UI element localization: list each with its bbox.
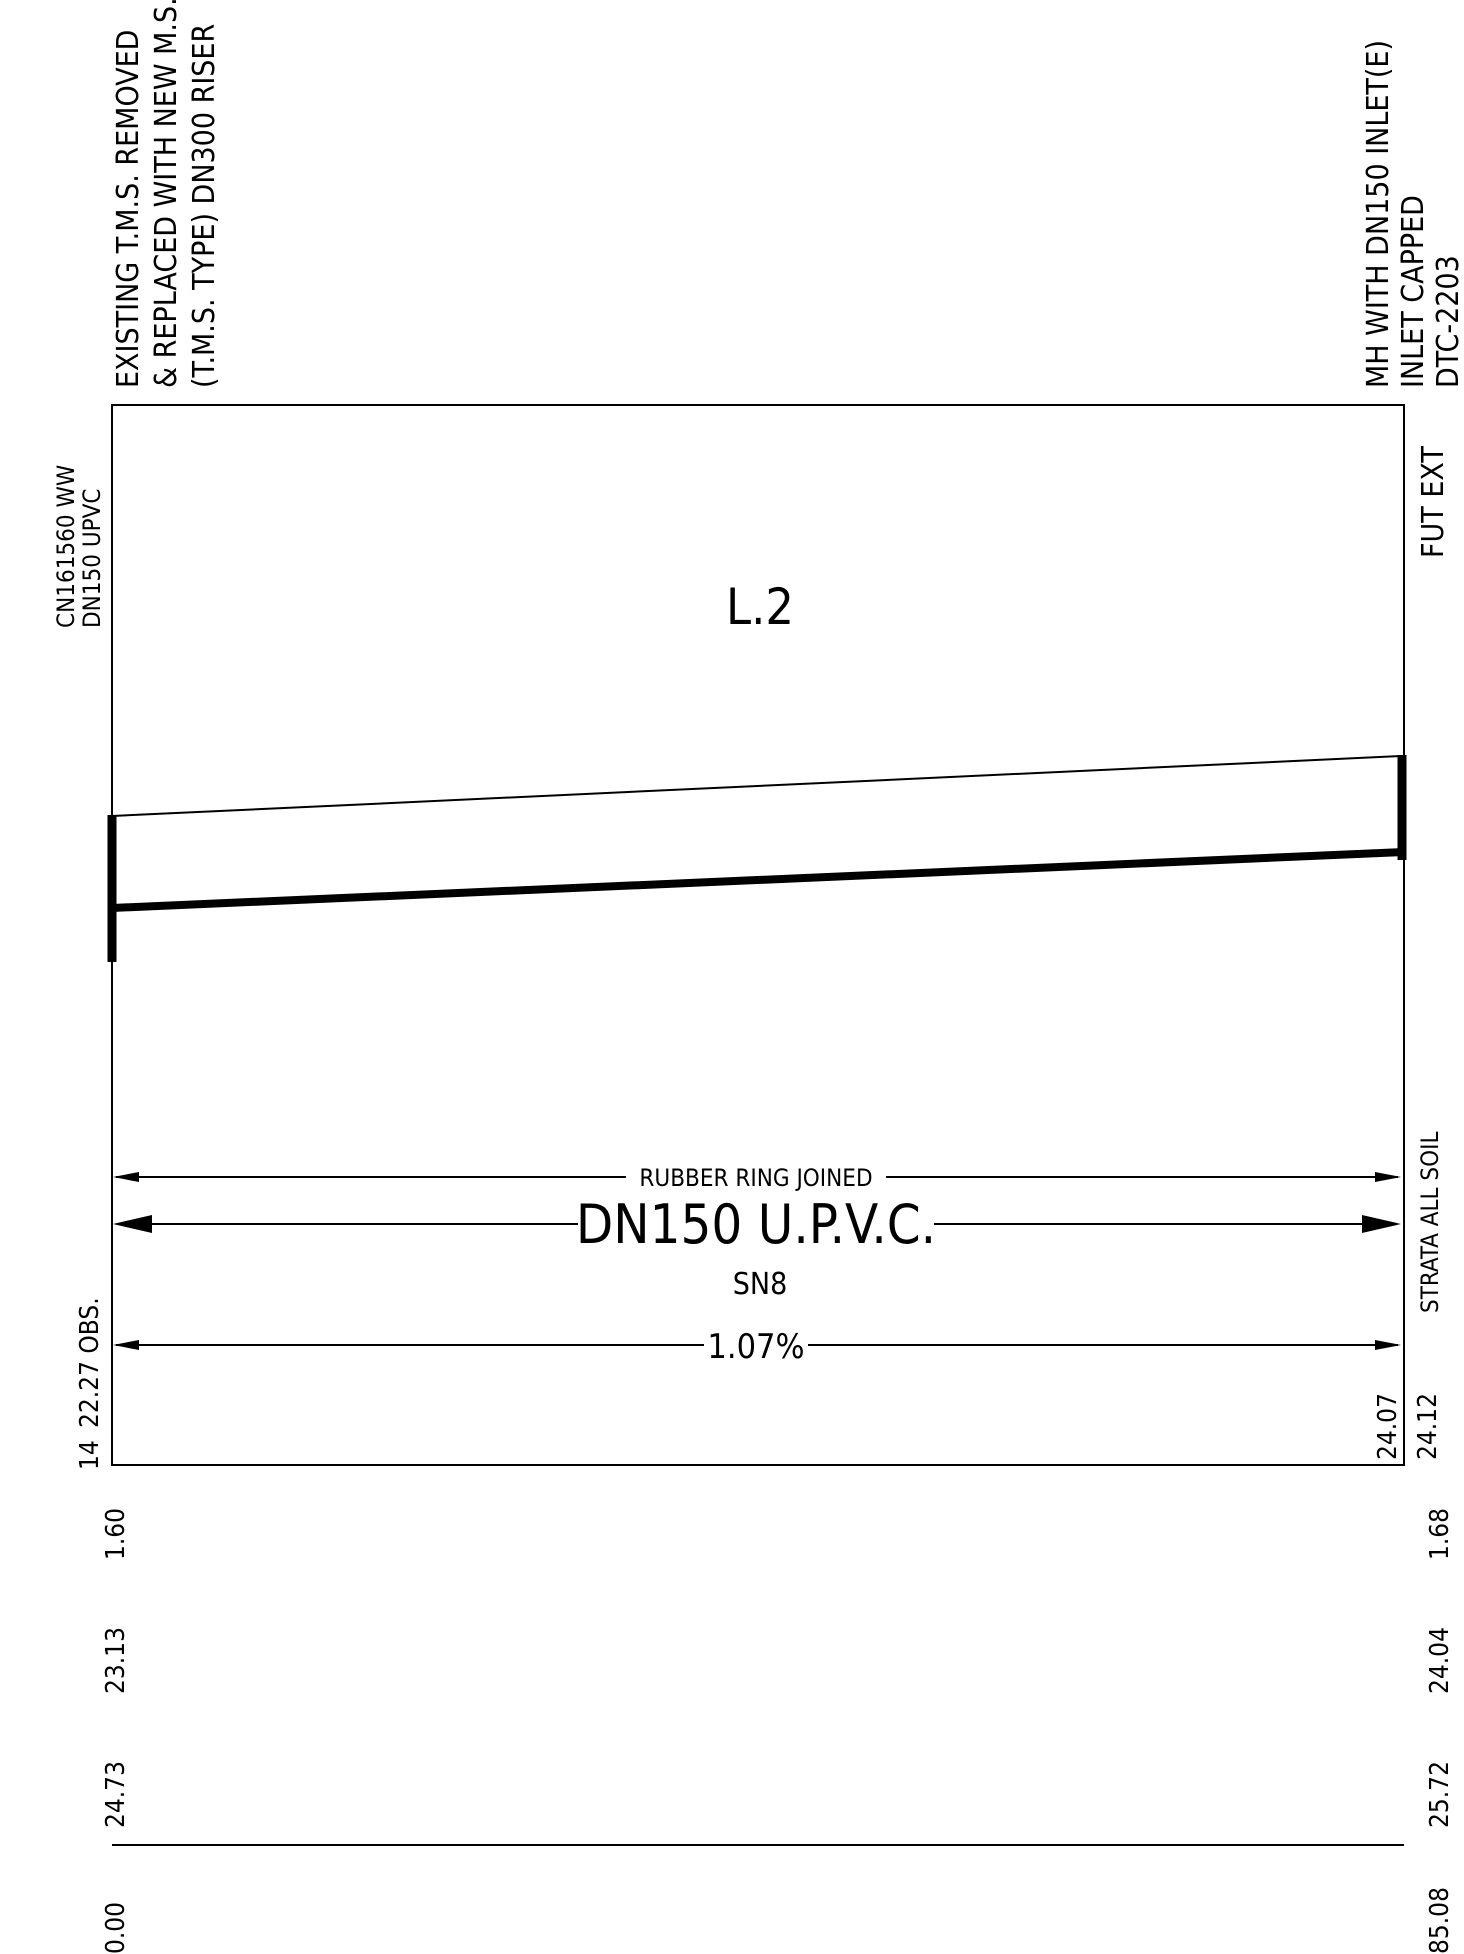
right-level-a: 24.07: [1373, 1393, 1403, 1460]
left-chainage-value: 0.00: [101, 1902, 131, 1954]
downstream-structure-note: MH WITH DN150 INLET(E) INLET CAPPED DTC-…: [1361, 40, 1464, 388]
grade-arrow-left: [113, 1340, 139, 1350]
joint-dimension: RUBBER RING JOINED: [113, 1164, 1401, 1192]
pipe-class-label: SN8: [733, 1267, 788, 1302]
pipe-profile: [107, 755, 1407, 962]
material-arrow-right: [1362, 1215, 1401, 1233]
left-chainage-marker: 14: [75, 1440, 105, 1470]
pipe-obvert-line: [111, 755, 1403, 817]
line-label: L.2: [726, 578, 794, 636]
strata-note: STRATA ALL SOIL: [1416, 1131, 1444, 1313]
upstream-note-line-1: EXISTING T.M.S. REMOVED: [111, 30, 146, 388]
existing-pipe-line-2: DN150 UPVC: [78, 488, 106, 628]
right-level-b: 24.12: [1413, 1393, 1443, 1460]
downstream-note-line-2: INLET CAPPED: [1396, 195, 1431, 388]
downstream-note-line-3: DTC-2203: [1431, 255, 1464, 388]
existing-pipe-line-1: CN161560 WW: [52, 465, 80, 628]
material-arrow-left: [113, 1215, 152, 1233]
left-obstruction-level: 22.27 OBS.: [75, 1297, 105, 1428]
left-levels: 22.27 OBS. 14 1.60 23.13 24.73 0.00: [75, 1297, 131, 1954]
joint-arrow-left: [113, 1172, 139, 1182]
pipe-grade-label: 1.07%: [707, 1327, 804, 1367]
right-chainage-value: 85.08: [1425, 1887, 1455, 1954]
left-surface-level: 24.73: [101, 1761, 131, 1828]
right-depth-value: 1.68: [1425, 1508, 1455, 1560]
upstream-note-line-2: & REPLACED WITH NEW M.S.: [149, 0, 184, 388]
profile-frame: [111, 404, 1405, 1466]
upstream-structure-note: EXISTING T.M.S. REMOVED & REPLACED WITH …: [111, 0, 222, 388]
pipe-invert-line: [111, 848, 1405, 912]
joint-arrow-right: [1375, 1172, 1401, 1182]
future-extension-note: FUT EXT: [1416, 446, 1451, 558]
pipe-material-label: DN150 U.P.V.C.: [576, 1193, 936, 1256]
joint-type-label: RUBBER RING JOINED: [639, 1164, 872, 1192]
right-levels: 24.07 24.12 1.68 24.04 25.72 85.08: [1373, 1393, 1455, 1954]
existing-pipe-note: CN161560 WW DN150 UPVC: [52, 465, 106, 628]
right-surface-level: 25.72: [1425, 1761, 1455, 1828]
left-invert-level: 23.13: [101, 1627, 131, 1694]
left-depth-value: 1.60: [101, 1508, 131, 1560]
downstream-note-line-1: MH WITH DN150 INLET(E): [1361, 40, 1396, 388]
upstream-note-line-3: (T.M.S. TYPE) DN300 RISER: [187, 24, 222, 388]
grade-dimension: 1.07%: [113, 1327, 1401, 1367]
material-dimension: DN150 U.P.V.C.: [113, 1193, 1401, 1256]
right-invert-level: 24.04: [1425, 1627, 1455, 1694]
grade-arrow-right: [1375, 1340, 1401, 1350]
